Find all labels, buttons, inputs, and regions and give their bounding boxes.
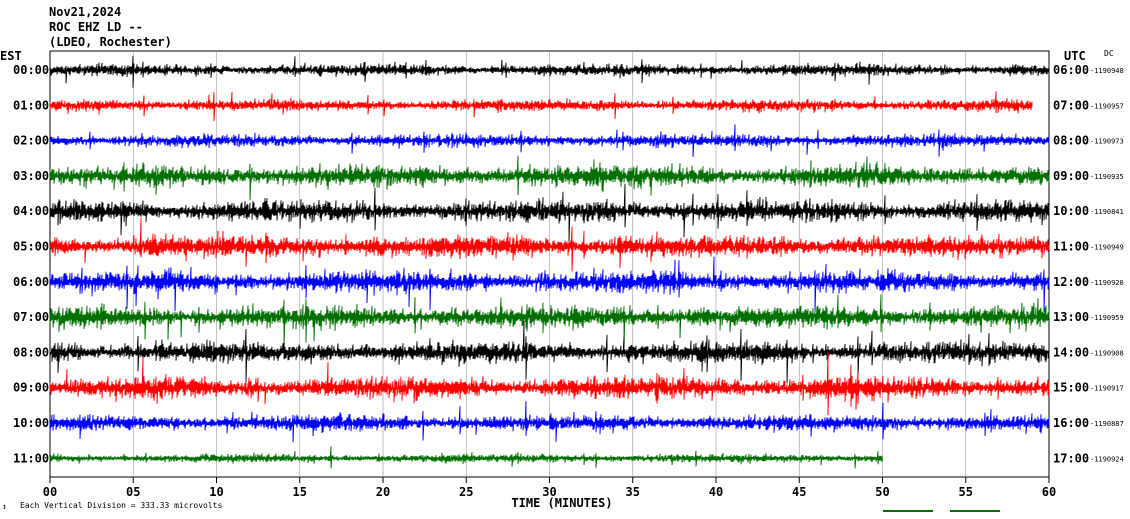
- trace-row: [49, 294, 1050, 350]
- row-utc-label: 09:00: [1053, 169, 1089, 183]
- row-est-label: 06:00: [13, 275, 49, 289]
- row-dc-value: -1190948: [1090, 67, 1124, 75]
- right-zone-label: UTC: [1064, 49, 1086, 63]
- row-utc-label: 08:00: [1053, 134, 1089, 148]
- trace-row: [49, 124, 1050, 157]
- row-dc-value: -1190973: [1090, 138, 1124, 146]
- x-tick-label: 55: [959, 485, 973, 499]
- row-utc-label: 13:00: [1053, 310, 1089, 324]
- header-network: (LDEO, Rochester): [49, 35, 172, 49]
- row-est-label: 07:00: [13, 310, 49, 324]
- trace-row: [49, 446, 883, 469]
- row-dc-value: -1190949: [1090, 244, 1124, 252]
- row-dc-value: -1190841: [1090, 208, 1124, 216]
- trace-row: [49, 155, 1050, 201]
- trace-row: [49, 401, 1050, 443]
- row-est-label: 04:00: [13, 204, 49, 218]
- row-dc-value: -1190908: [1090, 349, 1124, 357]
- trace-row: [49, 91, 1033, 122]
- dc-label: DC: [1104, 49, 1114, 58]
- x-tick-label: 30: [542, 485, 556, 499]
- x-tick-label: 10: [209, 485, 223, 499]
- row-dc-value: -1190917: [1090, 385, 1124, 393]
- row-utc-label: 14:00: [1053, 345, 1089, 359]
- x-tick-label: 00: [43, 485, 57, 499]
- row-utc-label: 12:00: [1053, 275, 1089, 289]
- trace-row: [49, 55, 1050, 88]
- x-tick-label: 50: [875, 485, 889, 499]
- trace-row: [49, 183, 1050, 242]
- row-dc-value: -1190957: [1090, 102, 1124, 110]
- row-dc-value: -1190935: [1090, 173, 1124, 181]
- header-station: ROC EHZ LD --: [49, 20, 143, 34]
- x-tick-label: 25: [459, 485, 473, 499]
- row-est-label: 08:00: [13, 345, 49, 359]
- trace-row: [49, 217, 1050, 272]
- minute-grid: [132, 51, 967, 477]
- row-utc-label: 07:00: [1053, 98, 1089, 112]
- row-utc-label: 10:00: [1053, 204, 1089, 218]
- header-date: Nov21,2024: [49, 5, 121, 19]
- x-tick-label: 60: [1042, 485, 1056, 499]
- row-utc-label: 06:00: [1053, 63, 1089, 77]
- row-est-label: 00:00: [13, 63, 49, 77]
- row-utc-label: 16:00: [1053, 416, 1089, 430]
- trace-row: [49, 352, 1050, 416]
- row-dc-value: -1190924: [1090, 455, 1124, 463]
- x-tick-label: 15: [293, 485, 307, 499]
- row-est-label: 02:00: [13, 134, 49, 148]
- scale-note: Each Vertical Division = 333.33 microvol…: [20, 501, 222, 510]
- x-axis-label: TIME (MINUTES): [511, 496, 612, 510]
- x-tick-label: 40: [709, 485, 723, 499]
- row-dc-value: -1190959: [1090, 314, 1124, 322]
- x-tick-label: 20: [376, 485, 390, 499]
- row-utc-label: 17:00: [1053, 451, 1089, 465]
- row-dc-value: -1190887: [1090, 420, 1124, 428]
- left-zone-label: EST: [0, 49, 22, 63]
- x-tick-label: 45: [792, 485, 806, 499]
- traces-layer: [49, 55, 1050, 469]
- trace-row: [49, 256, 1050, 313]
- row-utc-label: 11:00: [1053, 240, 1089, 254]
- scale-icon: ↕: [2, 502, 7, 511]
- row-est-label: 01:00: [13, 98, 49, 112]
- row-est-label: 11:00: [13, 451, 49, 465]
- row-dc-value: -1190920: [1090, 279, 1124, 287]
- x-tick-label: 05: [126, 485, 140, 499]
- row-est-label: 09:00: [13, 381, 49, 395]
- row-est-label: 03:00: [13, 169, 49, 183]
- trace-row: [49, 321, 1050, 384]
- x-tick-label: 35: [626, 485, 640, 499]
- row-utc-label: 15:00: [1053, 381, 1089, 395]
- x-axis-ticks: 00 05 10 15 20 25 30 35 40 45 50 55 60: [43, 477, 1056, 499]
- row-est-label: 10:00: [13, 416, 49, 430]
- row-est-label: 05:00: [13, 240, 49, 254]
